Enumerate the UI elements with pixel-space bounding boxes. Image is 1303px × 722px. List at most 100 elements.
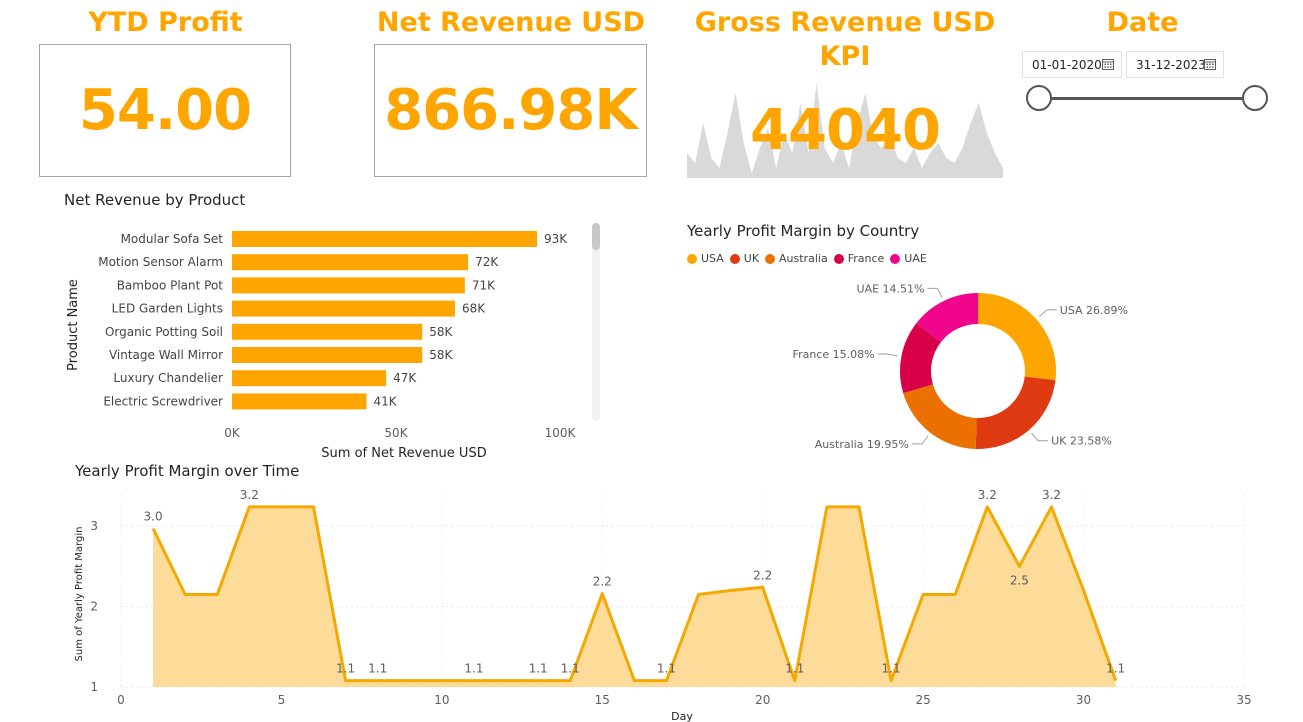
x-tick-label: 5	[278, 693, 286, 707]
point-data-label: 1.1	[1106, 662, 1125, 676]
gross-revenue-card[interactable]: 44040	[687, 98, 1003, 163]
bar-chart-scrollbar-thumb[interactable]	[592, 223, 600, 250]
bar-data-label: 41K	[373, 394, 397, 408]
donut-leader-line	[1031, 432, 1049, 442]
legend-label: UK	[743, 252, 760, 265]
legend-dot	[687, 253, 697, 264]
gross-revenue-title: Gross Revenue USD KPI	[694, 7, 996, 72]
legend-item[interactable]: France	[833, 252, 885, 265]
end-date-input[interactable]: 31-12-2023	[1126, 51, 1224, 78]
x-tick-label: 20	[755, 693, 770, 707]
yearly-profit-by-country-chart: USA 26.89% UK 23.58% Australia 19.95% Franc…	[793, 282, 1128, 451]
ytd-profit-value: 54.00	[78, 78, 252, 143]
legend-dot	[765, 253, 776, 264]
legend-label: Australia	[779, 252, 828, 265]
point-data-label: 3.2	[1042, 488, 1061, 502]
donut-slice	[978, 293, 1056, 381]
area-fill	[153, 506, 1116, 687]
legend-label: USA	[701, 252, 724, 265]
x-tick-label: 50K	[384, 426, 408, 440]
legend-dot	[833, 253, 844, 264]
gross-revenue-value: 44040	[750, 98, 941, 163]
bar-data-label: 58K	[429, 325, 453, 339]
point-data-label: 3.2	[978, 488, 997, 502]
bar-data-label: 72K	[475, 255, 499, 269]
legend-item[interactable]: UAE	[890, 252, 927, 265]
start-date-input[interactable]: 01-01-2020	[1022, 51, 1122, 78]
area-chart-title: Yearly Profit Margin over Time	[75, 462, 300, 480]
bar-category-label: Bamboo Plant Pot	[117, 278, 224, 292]
donut-slice-label: UAE 14.51%	[857, 282, 925, 295]
bar-category-label: LED Garden Lights	[112, 302, 223, 316]
bar-category-label: Luxury Chandelier	[113, 371, 223, 385]
donut-chart-title: Yearly Profit Margin by Country	[687, 222, 920, 240]
x-tick-label: 25	[916, 693, 931, 707]
ytd-profit-card[interactable]: 54.00	[39, 44, 291, 177]
area-line	[151, 505, 1118, 683]
point-data-label: 1.1	[882, 662, 901, 676]
legend-label: UAE	[904, 252, 927, 265]
bar-data-label: 58K	[429, 348, 453, 362]
gross-revenue-sparkline	[687, 83, 1003, 178]
y-axis-label: Product Name	[66, 279, 81, 371]
x-tick-label: 10	[434, 693, 449, 707]
donut-slice-label: Australia 19.95%	[815, 438, 909, 451]
bar-category-label: Vintage Wall Mirror	[109, 348, 223, 362]
calendar-icon[interactable]	[1204, 58, 1216, 70]
net-revenue-value: 866.98K	[384, 78, 637, 143]
bar-category-label: Motion Sensor Alarm	[98, 255, 223, 269]
bar-chart-title: Net Revenue by Product	[64, 191, 246, 209]
point-data-label: 1.1	[561, 662, 580, 676]
donut-leader-line	[927, 287, 943, 298]
legend-item[interactable]: USA	[687, 252, 724, 265]
y-tick-label: 1	[90, 680, 98, 694]
point-data-label: 1.1	[529, 662, 548, 676]
donut-slice-label: France 15.08%	[793, 348, 875, 361]
bar	[232, 347, 423, 363]
point-data-label: 2.2	[753, 568, 772, 582]
bar-chart-scrollbar[interactable]	[592, 223, 600, 421]
bar-data-label: 93K	[544, 232, 568, 246]
x-tick-label: 15	[595, 693, 610, 707]
end-date-value: 31-12-2023	[1136, 57, 1206, 72]
donut-leader-line	[911, 435, 929, 445]
point-data-label: 1.1	[368, 662, 387, 676]
bar	[232, 370, 387, 387]
bar-category-label: Organic Potting Soil	[105, 325, 223, 339]
legend-dot	[890, 253, 901, 264]
bar	[232, 393, 367, 410]
x-tick-label: 100K	[545, 426, 577, 440]
ytd-profit-title: YTD Profit	[88, 7, 243, 38]
donut-slice-label: USA 26.89%	[1060, 304, 1128, 317]
date-range-slider-track[interactable]	[1040, 97, 1255, 100]
calendar-icon[interactable]	[1102, 58, 1114, 70]
legend-item[interactable]: UK	[729, 252, 760, 265]
x-axis-label: Day	[671, 710, 693, 722]
donut-slice	[975, 376, 1056, 450]
legend-item[interactable]: Australia	[765, 252, 828, 265]
y-axis-label: Sum of Yearly Profit Margin	[74, 527, 85, 662]
donut-slice	[903, 384, 977, 449]
net-revenue-card[interactable]: 866.98K	[374, 44, 647, 177]
legend-label: France	[847, 252, 885, 265]
date-range-start-handle[interactable]	[1026, 85, 1052, 111]
date-filter-title: Date	[1106, 7, 1179, 38]
bar-data-label: 47K	[393, 371, 417, 385]
date-range-end-handle[interactable]	[1242, 85, 1268, 111]
start-date-value: 01-01-2020	[1032, 57, 1102, 72]
point-data-label: 2.2	[593, 575, 612, 589]
x-tick-label: 0	[117, 693, 125, 707]
sparkline-area	[687, 83, 1003, 178]
donut-slice-label: UK 23.58%	[1051, 435, 1112, 448]
bar-category-label: Electric Screwdriver	[103, 394, 223, 408]
point-data-label: 3.2	[240, 488, 259, 502]
legend-dot	[729, 253, 740, 264]
point-data-label: 2.5	[1010, 573, 1029, 587]
donut-leader-line	[877, 353, 898, 357]
x-tick-label: 0K	[224, 426, 241, 440]
point-data-label: 3.0	[144, 510, 163, 524]
bar-data-label: 68K	[462, 302, 486, 316]
x-tick-label: 35	[1236, 693, 1251, 707]
donut-legend: USA UK Australia France UAE	[687, 252, 927, 265]
